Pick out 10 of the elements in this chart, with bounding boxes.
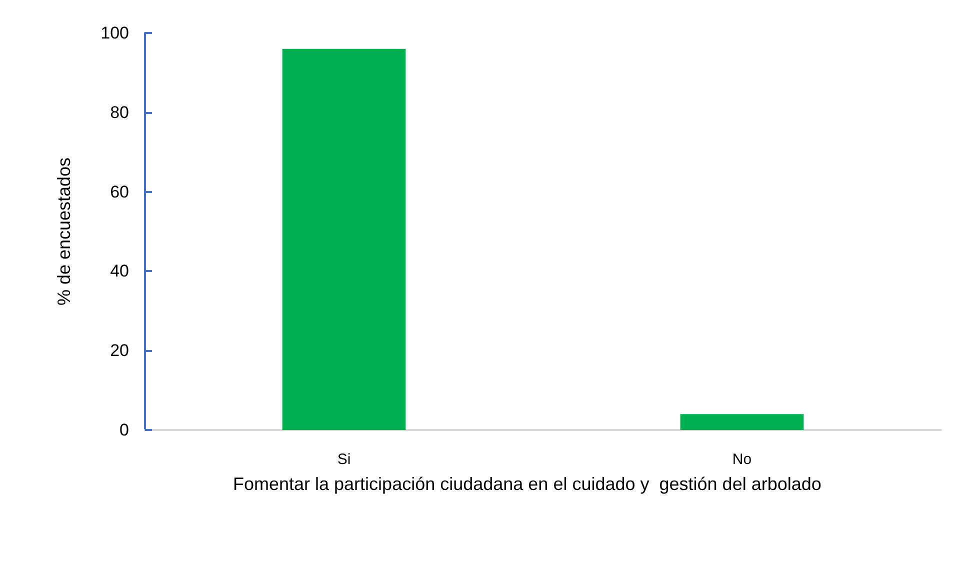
y-tick-label: 80 [110,102,129,122]
y-tick-label: 60 [110,182,129,202]
x-tick-label: No [732,451,752,468]
x-tick-label: Si [337,451,351,468]
y-axis-title: % de encuestados [54,157,74,306]
y-tick-label: 40 [110,262,129,281]
x-axis-title: Fomentar la participación ciudadana en el cuidado y gestión del arbolado [233,474,822,494]
y-tick-label: 100 [100,24,129,42]
y-tick-label: 20 [110,341,129,360]
y-tick-label: 0 [120,420,129,440]
